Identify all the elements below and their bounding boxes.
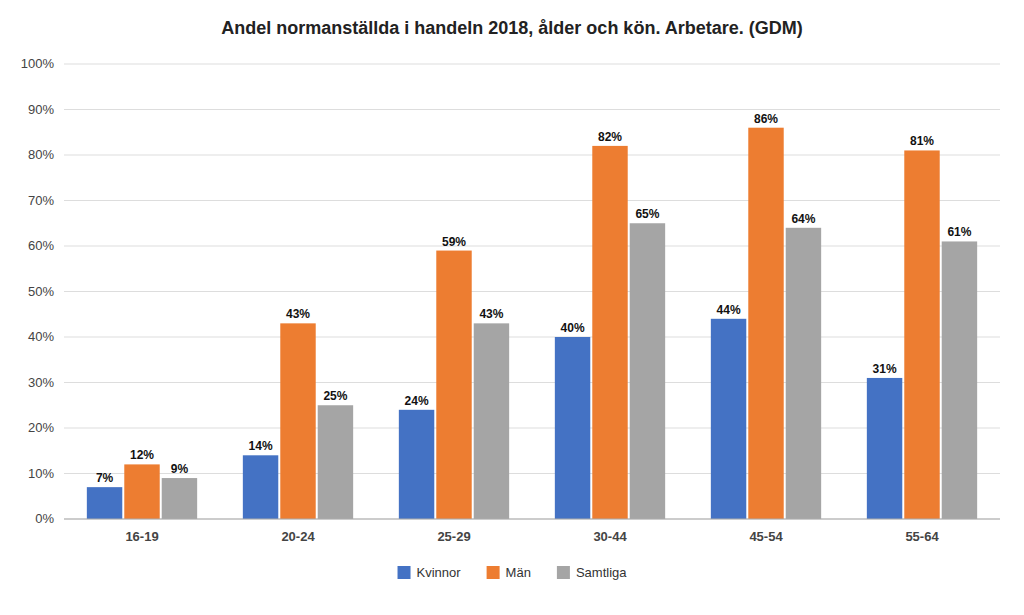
grid-line xyxy=(64,519,1000,520)
grid-line xyxy=(64,155,1000,156)
x-axis-line xyxy=(64,519,1000,520)
grid xyxy=(64,64,1000,519)
legend-label: Män xyxy=(506,565,531,580)
data-label: 40% xyxy=(561,321,585,335)
bar xyxy=(436,251,471,519)
bar xyxy=(711,319,746,519)
data-label: 14% xyxy=(249,439,273,453)
x-tick-label: 55-64 xyxy=(905,529,939,544)
y-tick-label: 20% xyxy=(28,420,54,435)
legend-label: Samtliga xyxy=(576,565,627,580)
y-tick-label: 90% xyxy=(28,102,54,117)
legend-swatch xyxy=(398,566,411,579)
bar xyxy=(555,337,590,519)
bar xyxy=(630,223,665,519)
grid-line xyxy=(64,64,1000,65)
grid-line xyxy=(64,291,1000,292)
data-label: 43% xyxy=(286,307,310,321)
data-label: 7% xyxy=(96,471,114,485)
legend-swatch xyxy=(487,566,500,579)
grid-line xyxy=(64,473,1000,474)
x-tick-label: 16-19 xyxy=(125,529,158,544)
grid-line xyxy=(64,246,1000,247)
data-label: 61% xyxy=(947,225,971,239)
data-label: 82% xyxy=(598,130,622,144)
y-tick-label: 0% xyxy=(35,511,54,526)
legend-item: Män xyxy=(487,565,531,580)
x-tick-label: 45-54 xyxy=(749,529,783,544)
bar xyxy=(592,146,627,519)
y-tick-label: 50% xyxy=(28,284,54,299)
y-tick-label: 60% xyxy=(28,238,54,253)
data-label: 43% xyxy=(479,307,503,321)
data-label: 81% xyxy=(910,134,934,148)
data-label: 12% xyxy=(130,448,154,462)
bar xyxy=(904,150,939,519)
bars xyxy=(87,128,977,519)
data-labels: 7% 14% 24% 40% 44% 31% 12% 43% 59% 82% 86% 81% 9% 25%… xyxy=(96,112,972,485)
grid-line xyxy=(64,200,1000,201)
data-label: 9% xyxy=(171,462,189,476)
bar xyxy=(867,378,902,519)
bar xyxy=(243,455,278,519)
data-label: 25% xyxy=(323,389,347,403)
y-tick-label: 30% xyxy=(28,375,54,390)
data-label: 65% xyxy=(635,207,659,221)
chart: Andel normanställda i handeln 2018, ålde… xyxy=(0,0,1024,615)
bar xyxy=(318,405,353,519)
x-tick-label: 30-44 xyxy=(593,529,627,544)
legend-item: Samtliga xyxy=(557,565,627,580)
y-tick-label: 70% xyxy=(28,193,54,208)
grid-line xyxy=(64,428,1000,429)
bar xyxy=(786,228,821,519)
grid-line xyxy=(64,109,1000,110)
legend-swatch xyxy=(557,566,570,579)
grid-line xyxy=(64,337,1000,338)
y-tick-label: 80% xyxy=(28,147,54,162)
legend: Kvinnor Män Samtliga xyxy=(398,565,628,580)
bar xyxy=(399,410,434,519)
data-label: 64% xyxy=(791,212,815,226)
x-tick-label: 25-29 xyxy=(437,529,470,544)
bar xyxy=(87,487,122,519)
y-tick-label: 40% xyxy=(28,329,54,344)
data-label: 59% xyxy=(442,235,466,249)
bar xyxy=(942,241,977,519)
data-label: 86% xyxy=(754,112,778,126)
y-tick-label: 100% xyxy=(21,56,55,71)
bar xyxy=(280,323,315,519)
bar xyxy=(748,128,783,519)
x-tick-label: 20-24 xyxy=(281,529,315,544)
grid-line xyxy=(64,382,1000,383)
y-tick-label: 10% xyxy=(28,466,54,481)
bar xyxy=(124,464,159,519)
bar xyxy=(474,323,509,519)
data-label: 44% xyxy=(717,303,741,317)
title: Andel normanställda i handeln 2018, ålde… xyxy=(221,18,802,38)
data-label: 31% xyxy=(873,362,897,376)
legend-item: Kvinnor xyxy=(398,565,462,580)
bar xyxy=(162,478,197,519)
legend-label: Kvinnor xyxy=(417,565,462,580)
data-label: 24% xyxy=(405,394,429,408)
